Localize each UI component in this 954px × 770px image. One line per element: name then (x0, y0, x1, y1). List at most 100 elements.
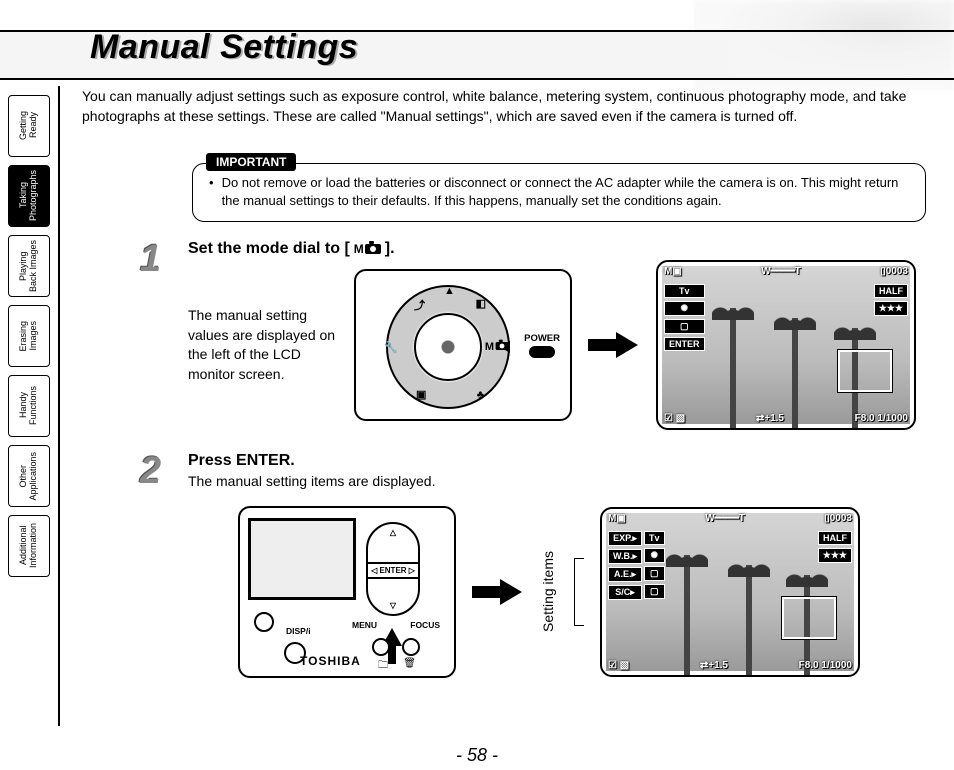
tab-handy-functions[interactable]: Handy Functions (8, 375, 50, 437)
lcd-chip: W.B.▸ (608, 549, 642, 564)
mode-m-icon: M (354, 242, 381, 256)
tab-label: Taking Photographs (19, 170, 39, 221)
lcd-chip: ★★★ (818, 548, 852, 563)
lcd-chip: ▢ (664, 319, 705, 334)
sidebar-tabs: Getting Ready Taking Photographs Playing… (8, 95, 50, 577)
important-text: Do not remove or load the batteries or d… (222, 174, 909, 212)
lcd-topbar: M▣ W━━━━T ▯0003 (664, 266, 908, 277)
lcd-left-values: Tv ✺ ▢ ▢ (644, 531, 665, 599)
lcd-chip: EXP.▸ (608, 531, 642, 546)
bp-focus-label: FOCUS (410, 620, 440, 630)
bp-menu-label: MENU (352, 620, 377, 630)
tab-label: Handy Functions (19, 386, 39, 425)
important-label: IMPORTANT (206, 153, 296, 171)
mode-letter: M (485, 341, 494, 353)
bp-button-icon (372, 638, 390, 656)
arrow-right-icon (588, 334, 640, 356)
step-2-number: 2 (140, 452, 182, 678)
dial-pos-m: M (485, 341, 510, 353)
bracket-icon (574, 558, 584, 626)
lcd-bottombar: ☑ ▧ ⇄+1.5 F8.0 1/1000 (608, 660, 852, 671)
tab-label: Playing Back Images (19, 240, 39, 292)
lcd-chip: ▢ (644, 584, 665, 599)
bp-disp-label: DISP/i (286, 626, 311, 636)
lcd-ev: ⇄+1.5 (756, 413, 784, 424)
lcd-right-column: HALF ★★★ (874, 284, 908, 316)
illus-mode-dial: M ▲ ⤴ ◧ 🔧 ▣ ♣ POWER (354, 269, 572, 421)
lcd-right-column: HALF ★★★ (818, 531, 852, 563)
camera-icon (365, 244, 381, 254)
step-2-heading: Press ENTER. (188, 452, 936, 470)
lcd-status: ☑ ▧ (664, 413, 685, 424)
setting-items-label: Setting items (540, 551, 556, 632)
lcd-status: ☑ ▧ (608, 660, 629, 671)
illus-lcd-2: M▣ W━━━━T ▯0003 EXP.▸ W.B.▸ A.E.▸ S/C▸ T… (600, 507, 860, 677)
dial-ring: M ▲ ⤴ ◧ 🔧 ▣ ♣ (386, 285, 510, 409)
bp-enter-label: ◁ ENTER ▷ (368, 562, 418, 579)
heading-text: ]. (385, 240, 395, 258)
palm-icon (746, 565, 752, 675)
lcd-chip: HALF (874, 284, 908, 298)
important-box: Do not remove or load the batteries or d… (192, 163, 926, 223)
dial-pos-icon: ◧ (476, 297, 486, 310)
tab-taking-photographs[interactable]: Taking Photographs (8, 165, 50, 227)
tab-label: Erasing Images (19, 321, 39, 352)
bp-menu-focus-labels: MENU FOCUS (352, 620, 440, 630)
dial-pos-icon: ♣ (477, 389, 484, 401)
step-1-heading: Set the mode dial to [ M ]. (188, 240, 936, 258)
tab-label: Other Applications (19, 452, 39, 501)
lcd-topbar: M▣ W━━━━T ▯0003 (608, 513, 852, 524)
lcd-focus-frame (838, 350, 892, 392)
lcd-chip: HALF (818, 531, 852, 545)
lcd-exposure: F8.0 1/1000 (855, 413, 908, 424)
mode-letter: M (354, 242, 364, 256)
lcd-zoom-indicator: W━━━━T (705, 513, 745, 524)
illus-lcd-1: M▣ W━━━━T ▯0003 Tv ✺ ▢ ENTER HALF ★★★ (656, 260, 916, 430)
lcd-exposure: F8.0 1/1000 (799, 660, 852, 671)
content-area: You can manually adjust settings such as… (58, 86, 946, 726)
camera-icon (496, 342, 509, 350)
heading-text: Set the mode dial to [ (188, 240, 350, 258)
dial-pos-icon: ⤴ (414, 297, 425, 313)
lcd-left-column: EXP.▸ W.B.▸ A.E.▸ S/C▸ (608, 531, 642, 600)
palm-icon (730, 308, 736, 428)
tab-additional-info[interactable]: Additional Information (8, 515, 50, 577)
dial-pos-icon: ▣ (416, 388, 426, 401)
lcd-chip: ★★★ (874, 301, 908, 316)
tab-other-applications[interactable]: Other Applications (8, 445, 50, 507)
lcd-ev: ⇄+1.5 (700, 660, 728, 671)
power-label: POWER (524, 333, 560, 344)
tab-playing-back[interactable]: Playing Back Images (8, 235, 50, 297)
illus-camera-back: DISP/i △ ◁ ENTER ▷ ▽ MENU FOCUS 🗀 (238, 506, 456, 678)
power-button: POWER (524, 333, 560, 358)
palm-icon (792, 318, 798, 428)
bp-up-icon: △ (368, 528, 418, 537)
lcd-chip: ✺ (644, 548, 665, 563)
bp-enter-rocker: △ ◁ ENTER ▷ ▽ (366, 522, 420, 616)
dial-center (414, 313, 482, 381)
lcd-counter: ▯0003 (824, 513, 852, 524)
lcd-mode-indicator: M▣ (664, 266, 682, 277)
lcd-left-column: Tv ✺ ▢ ENTER (664, 284, 705, 351)
tab-getting-ready[interactable]: Getting Ready (8, 95, 50, 157)
palm-icon (684, 555, 690, 675)
dial-pos-top: ▲ (444, 285, 455, 297)
page-number: - 58 - (0, 745, 954, 766)
bp-brand-label: TOSHIBA (300, 654, 361, 668)
lcd-chip: S/C▸ (608, 585, 642, 600)
trash-icon: 🗑 (403, 658, 416, 669)
step-1-text: The manual setting values are displayed … (188, 306, 338, 384)
lcd-zoom-indicator: W━━━━T (761, 266, 801, 277)
tab-erasing-images[interactable]: Erasing Images (8, 305, 50, 367)
lcd-bottombar: ☑ ▧ ⇄+1.5 F8.0 1/1000 (664, 413, 908, 424)
tab-label: Getting Ready (19, 111, 39, 140)
lcd-counter: ▯0003 (880, 266, 908, 277)
important-callout: IMPORTANT Do not remove or load the batt… (192, 145, 926, 223)
bp-button-icon (402, 638, 420, 656)
lcd-chip: Tv (644, 531, 665, 545)
tab-label: Additional Information (19, 523, 39, 568)
lcd-chip: A.E.▸ (608, 567, 642, 582)
arrow-right-icon (472, 581, 524, 603)
lcd-chip: Tv (664, 284, 705, 298)
lcd-focus-frame (782, 597, 836, 639)
